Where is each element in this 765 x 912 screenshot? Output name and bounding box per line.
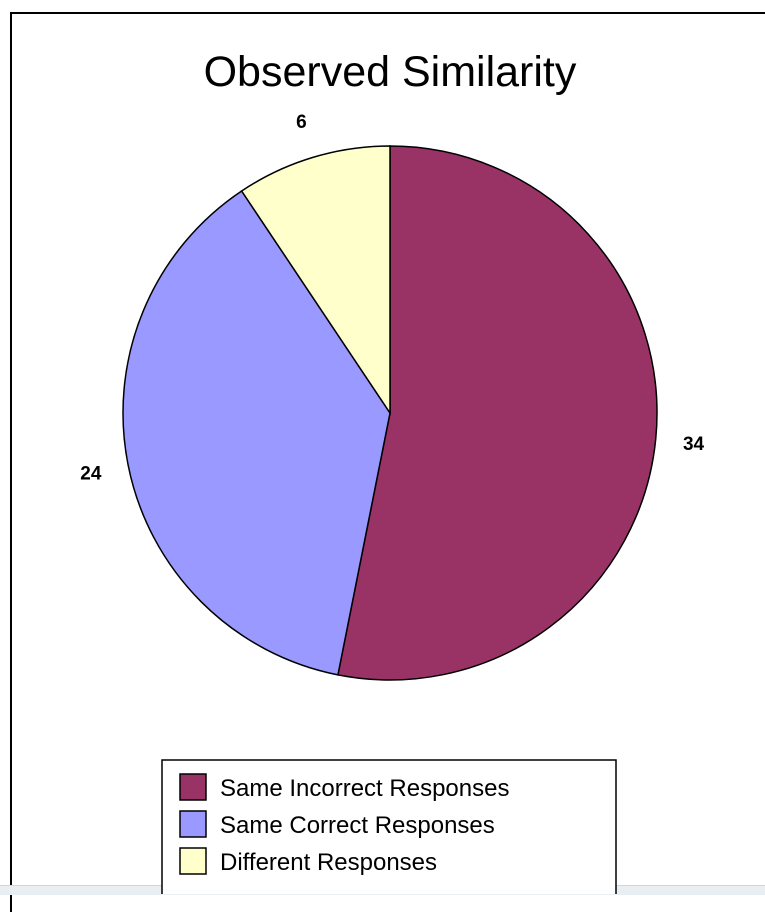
chart-frame (10, 12, 765, 912)
legend-label-1: Same Correct Responses (220, 812, 495, 839)
legend: Same Incorrect Responses Same Correct Res… (161, 759, 617, 894)
pie-slices (122, 145, 658, 681)
chart-title: Observed Similarity (204, 48, 577, 96)
pie-slice-same-correct-responses (122, 189, 391, 676)
data-label-0: 34 (683, 434, 705, 455)
pie-slice-different-responses (240, 145, 391, 416)
legend-swatch-1 (179, 810, 207, 838)
legend-box (161, 759, 617, 894)
legend-label-0: Same Incorrect Responses (220, 775, 509, 802)
data-label-2: 6 (296, 112, 307, 133)
data-label-1: 24 (80, 464, 102, 485)
pie-data-labels: 34 24 6 (80, 112, 704, 484)
legend-swatch-2 (179, 847, 207, 875)
legend-swatch-0 (179, 773, 207, 801)
pie-slice-same-incorrect-responses (337, 145, 658, 681)
legend-label-2: Different Responses (220, 849, 437, 876)
